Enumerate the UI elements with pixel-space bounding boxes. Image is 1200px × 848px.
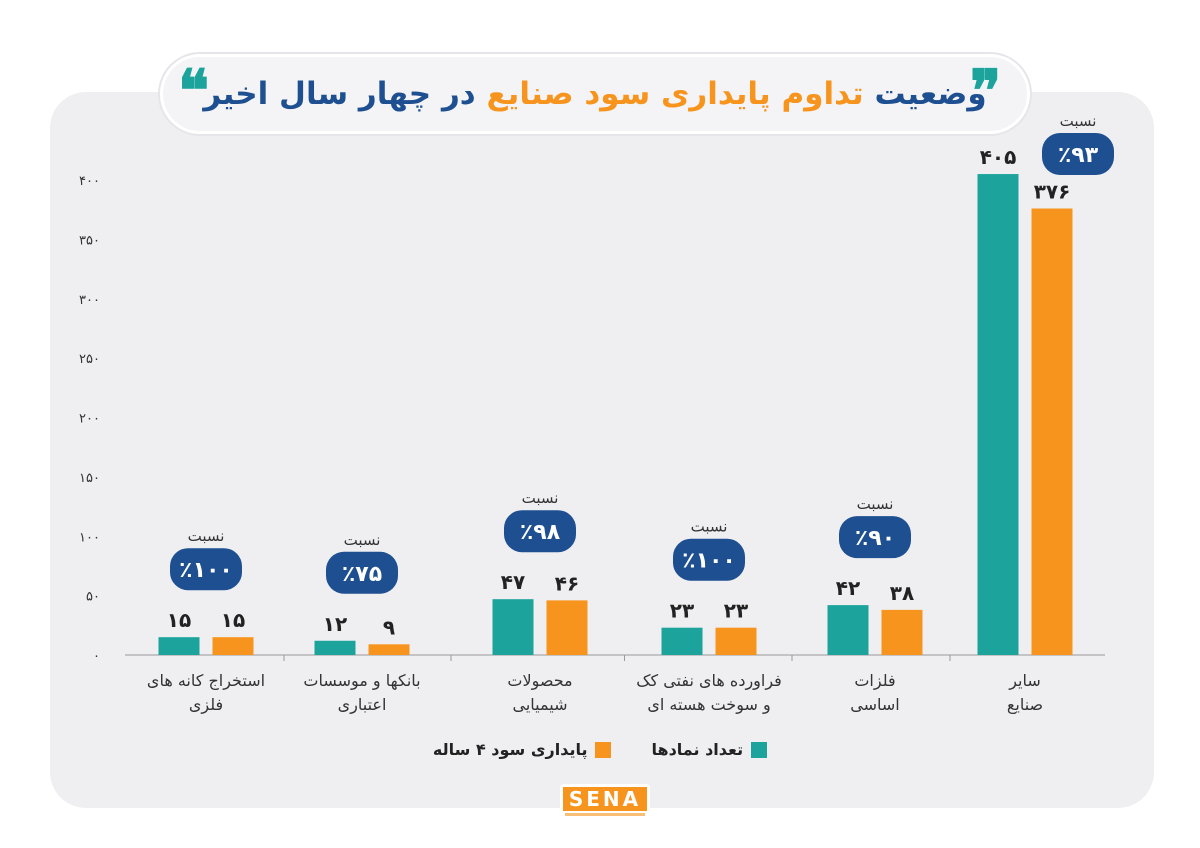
ratio-value: ٪۹۸ [520, 520, 561, 545]
ratio-value: ٪۹۰ [855, 526, 895, 551]
sena-logo: SENA [560, 784, 650, 818]
ratio-badge [170, 548, 242, 591]
bar-count [661, 627, 703, 655]
category-label: فلزات [854, 671, 895, 691]
category-label: اساسی [850, 695, 899, 714]
category-label: سایر [1008, 671, 1041, 691]
bar-count [314, 640, 356, 655]
ratio-badge [504, 510, 576, 553]
ratio-badge [839, 516, 911, 559]
y-tick-label: ۱۵۰ [79, 471, 100, 486]
bar-stable [715, 627, 757, 655]
ratio-badge [1042, 133, 1114, 175]
category-label: فلزی [189, 695, 223, 715]
data-label-stable: ۹ [383, 615, 395, 639]
title-part-1: وضعیت [874, 76, 987, 112]
chart-panel [50, 92, 1154, 808]
ratio-caption: نسبت [188, 527, 225, 545]
data-label-count: ۴۲ [836, 576, 860, 600]
logo-underline [565, 812, 645, 816]
data-label-stable: ۲۳ [724, 599, 748, 623]
legend-label-count: تعداد نمادها [651, 740, 744, 759]
category-label: و سوخت هسته ای [647, 695, 770, 715]
ratio-caption: نسبت [1060, 112, 1097, 130]
ratio-value: ٪۹۳ [1058, 143, 1099, 168]
y-tick-label: ۲۰۰ [79, 412, 100, 427]
ratio-caption: نسبت [344, 531, 381, 549]
bar-count [827, 605, 869, 655]
legend-item-stable: پایداری سود ۴ ساله [433, 740, 612, 759]
open-quote-icon: ❝ [178, 57, 210, 125]
bar-stable [212, 637, 254, 655]
ratio-value: ٪۱۰۰ [682, 549, 736, 574]
category-label: بانکها و موسسات [303, 671, 420, 691]
bar-count [977, 174, 1019, 655]
y-tick-label: ۳۰۰ [79, 293, 100, 308]
logo-text: SENA [562, 786, 648, 811]
y-tick-label: ۵۰ [86, 590, 100, 605]
category-label: محصولات [507, 671, 572, 691]
ratio-badge [673, 538, 745, 581]
category-label: صنایع [1007, 695, 1043, 715]
chart-title: وضعیت تداوم پایداری سود صنایع در چهار سا… [203, 76, 986, 112]
ratio-caption: نسبت [691, 518, 728, 536]
data-label-stable: ۳۷۶ [1034, 180, 1071, 204]
ratio-badge [326, 551, 398, 594]
ratio-caption: نسبت [522, 489, 559, 507]
data-label-count: ۲۳ [670, 599, 694, 623]
ratio-caption: نسبت [857, 495, 894, 513]
legend-swatch-orange [595, 741, 612, 758]
category-label: استخراج کانه های [147, 671, 265, 691]
bar-stable [368, 644, 410, 655]
data-label-count: ۴۷ [501, 570, 525, 594]
category-label: اعتباری [338, 695, 387, 715]
bar-count [492, 599, 534, 655]
y-tick-label: ۲۵۰ [79, 352, 100, 367]
data-label-stable: ۴۶ [555, 571, 579, 595]
legend-item-count: تعداد نمادها [651, 740, 768, 759]
title-highlight: تداوم پایداری سود صنایع [486, 76, 864, 112]
bar-stable [1031, 208, 1073, 655]
legend-label-stable: پایداری سود ۴ ساله [432, 740, 588, 759]
ratio-value: ٪۱۰۰ [179, 558, 233, 583]
data-label-stable: ۳۸ [890, 581, 914, 605]
bar-stable [546, 600, 588, 655]
legend-swatch-teal [751, 741, 768, 758]
close-quote-icon: ❞ [970, 57, 1002, 125]
y-tick-label: ۱۰۰ [79, 530, 100, 545]
title-banner: وضعیت تداوم پایداری سود صنایع در چهار سا… [160, 54, 1030, 134]
category-label: شیمیایی [513, 695, 568, 714]
data-label-count: ۱۲ [323, 612, 347, 636]
bar-count [158, 637, 200, 655]
y-tick-label: ۳۵۰ [79, 233, 100, 248]
legend: تعداد نمادها پایداری سود ۴ ساله [0, 740, 1200, 759]
data-label-stable: ۱۵ [221, 608, 245, 632]
category-label: فراورده های نفتی کک [636, 671, 782, 691]
y-tick-label: ۰ [93, 649, 100, 664]
bar-stable [881, 609, 923, 655]
title-part-2: در چهار سال اخیر [203, 76, 476, 112]
y-tick-label: ۴۰۰ [79, 174, 100, 189]
ratio-value: ٪۷۵ [342, 562, 382, 587]
data-label-count: ۴۰۵ [980, 145, 1017, 169]
data-label-count: ۱۵ [167, 608, 191, 632]
